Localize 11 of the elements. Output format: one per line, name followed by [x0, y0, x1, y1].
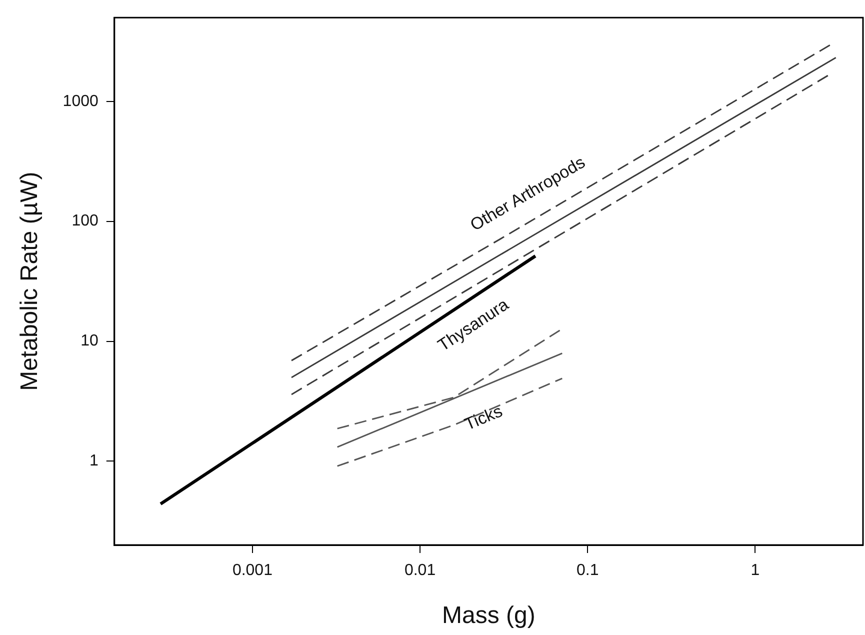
x-axis-title: Mass (g)	[442, 602, 536, 630]
x-tick-label: 0.1	[576, 562, 599, 580]
y-axis-title: Metabolic Rate (µW)	[16, 172, 44, 391]
x-tick-label: 0.01	[404, 562, 436, 580]
x-tick-label: 0.001	[232, 562, 273, 580]
text: Ticks	[462, 401, 506, 434]
y-tick-label: 1000	[62, 92, 98, 110]
y-tick-label: 100	[72, 212, 98, 230]
x-tick-label: 1	[750, 562, 760, 580]
y-tick-label: 10	[80, 332, 98, 350]
y-tick-label: 1	[89, 452, 98, 470]
